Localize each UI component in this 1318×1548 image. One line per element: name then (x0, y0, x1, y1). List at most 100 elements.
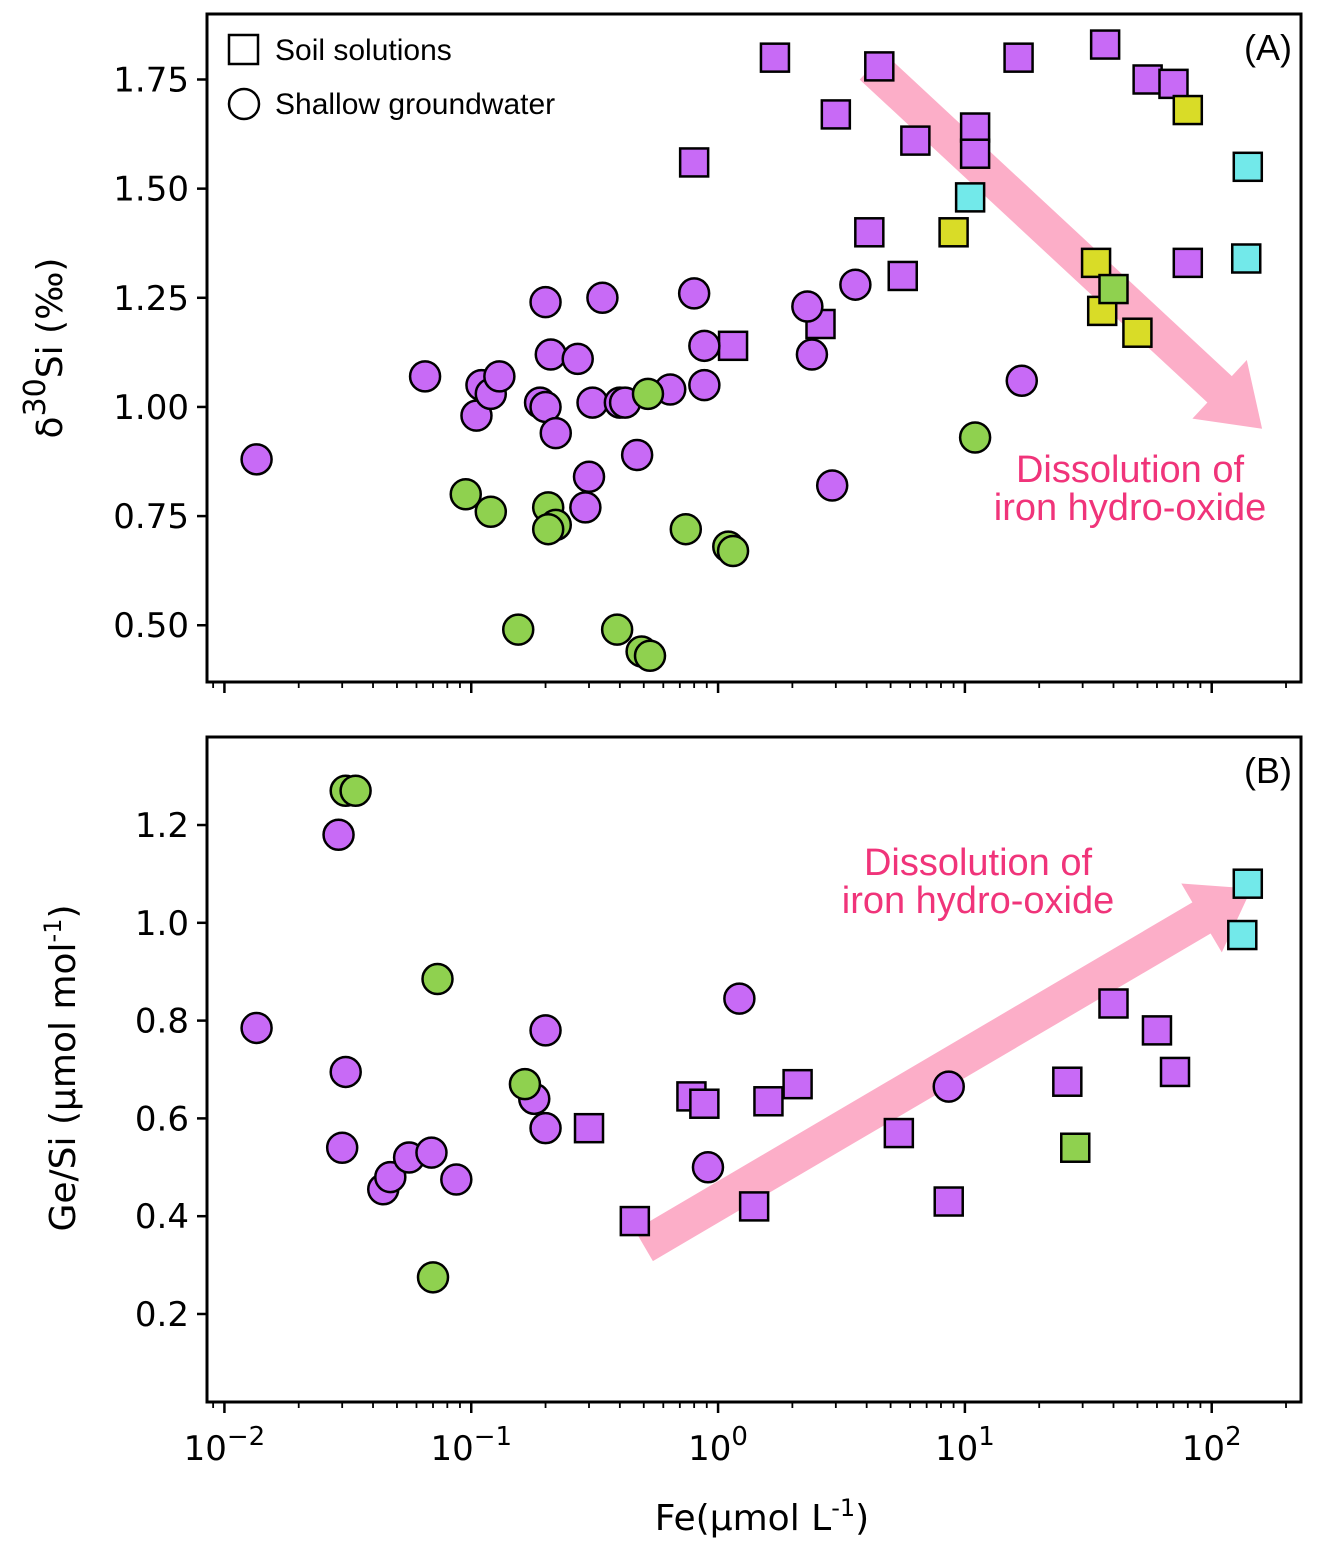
data-point-circle (572, 460, 606, 494)
data-point-circle (421, 962, 454, 996)
data-point-circle (408, 360, 442, 393)
y-tick-label: 1.00 (113, 388, 189, 428)
data-point-circle (1005, 364, 1039, 397)
x-tick-label: 10−2 (184, 1422, 266, 1469)
data-point-circle (932, 1070, 965, 1103)
data-point-circle (322, 818, 355, 852)
data-point-square (883, 1117, 915, 1149)
data-point-circle (529, 1111, 562, 1145)
data-point-circle (240, 443, 273, 476)
data-point-circle (631, 377, 665, 411)
annotation-line-2: iron hydro-oxide (842, 880, 1114, 922)
data-point-circle (620, 438, 654, 472)
x-tick-label: 102 (1182, 1422, 1242, 1469)
data-point-circle (474, 495, 508, 528)
data-point-square (1052, 1066, 1083, 1097)
data-point-square (1158, 68, 1189, 100)
data-point-square (689, 1088, 720, 1119)
data-point-circle (815, 469, 849, 502)
data-point-square (864, 51, 895, 82)
data-point-circle (501, 613, 535, 646)
data-point-square (782, 1068, 813, 1100)
data-point-circle (561, 342, 594, 376)
data-point-square (1132, 64, 1163, 95)
y-tick-label: 0.6 (135, 1099, 189, 1139)
x-tick-label: 100 (688, 1422, 748, 1469)
data-point-square (1089, 29, 1121, 60)
data-point-square (1159, 1056, 1191, 1088)
legend-soil-label: Soil solutions (275, 34, 452, 67)
data-point-square (1232, 868, 1264, 899)
data-point-square (938, 217, 969, 248)
panel-b: 0.2 0.4 0.6 0.8 1.0 1.2 10−2 10−1 100 101 102 (B)… (39, 735, 1303, 1539)
data-point-circle (586, 281, 619, 315)
x-tick-label: 10−1 (430, 1422, 512, 1469)
data-point-square (887, 260, 918, 292)
data-point-circle (325, 1131, 359, 1164)
data-point-circle (374, 1160, 407, 1194)
panel-b-y-axis-label: Ge/Si (µmol mol-1) (39, 904, 84, 1231)
y-tick-label: 1.0 (135, 904, 189, 944)
data-point-square (1230, 243, 1262, 274)
panel-a-frame (205, 12, 1303, 684)
annotation-line-1: Dissolution of (1016, 449, 1245, 491)
data-point-circle (791, 290, 824, 323)
panel-a-x-ticks (212, 682, 1287, 693)
panel-a-label: (A) (1244, 27, 1292, 68)
x-tick-label: 101 (935, 1422, 995, 1469)
data-point-circle (958, 421, 992, 454)
data-point-circle (576, 386, 609, 419)
data-point-circle (529, 1014, 562, 1047)
panel-a-y-axis-label: δ30Si (‰) (18, 258, 72, 439)
data-point-square (753, 1086, 784, 1117)
annotation-line-2: iron hydro-oxide (994, 487, 1266, 529)
data-point-square (959, 112, 991, 143)
panel-a: 0.50 0.75 1.00 1.25 1.50 1.75 (A) Soil soluti… (18, 12, 1303, 693)
data-point-square (1060, 1132, 1091, 1163)
data-point-circle (240, 1011, 273, 1045)
x-axis-label: Fe(µmol L-1) (655, 1494, 869, 1539)
data-point-circle (688, 368, 721, 402)
data-point-circle (339, 774, 372, 808)
annotation-line-1: Dissolution of (864, 842, 1093, 884)
data-point-square (959, 138, 991, 169)
data-point-circle (688, 329, 721, 363)
data-point-circle (329, 1055, 362, 1089)
data-point-square (1227, 919, 1258, 951)
data-point-square (1003, 42, 1034, 73)
data-point-circle (534, 338, 568, 371)
y-tick-label: 0.4 (135, 1197, 189, 1237)
data-point-circle (416, 1261, 450, 1294)
data-point-circle (440, 1163, 473, 1196)
y-tick-label: 0.50 (113, 606, 189, 646)
panel-b-frame (205, 735, 1303, 1404)
data-point-circle (449, 478, 482, 511)
data-point-square (619, 1205, 651, 1237)
y-tick-label: 1.2 (135, 806, 189, 846)
data-point-circle (723, 982, 756, 1015)
panel-a-points (240, 29, 1264, 673)
data-point-circle (716, 534, 750, 568)
y-tick-label: 1.75 (113, 60, 189, 100)
data-point-square (820, 99, 852, 130)
legend: Soil solutions Shallow groundwater (227, 33, 555, 121)
data-point-square (1098, 273, 1129, 305)
data-point-circle (539, 416, 573, 450)
data-point-square (678, 147, 710, 178)
data-point-circle (600, 613, 634, 646)
data-point-circle (529, 285, 562, 319)
data-point-circle (531, 512, 565, 546)
panel-b-x-ticks: 10−2 10−1 100 101 102 (184, 1402, 1287, 1469)
y-tick-label: 0.2 (135, 1295, 189, 1335)
data-point-square (717, 330, 749, 362)
data-point-circle (415, 1136, 448, 1169)
panel-b-points (240, 774, 1264, 1294)
data-point-circle (677, 277, 711, 310)
panel-b-y-ticks: 0.2 0.4 0.6 0.8 1.0 1.2 (135, 806, 207, 1335)
data-point-square (854, 217, 885, 248)
data-point-square (759, 42, 791, 73)
legend-square-marker (227, 33, 260, 66)
y-tick-label: 1.25 (113, 279, 189, 319)
data-point-square (900, 125, 931, 156)
